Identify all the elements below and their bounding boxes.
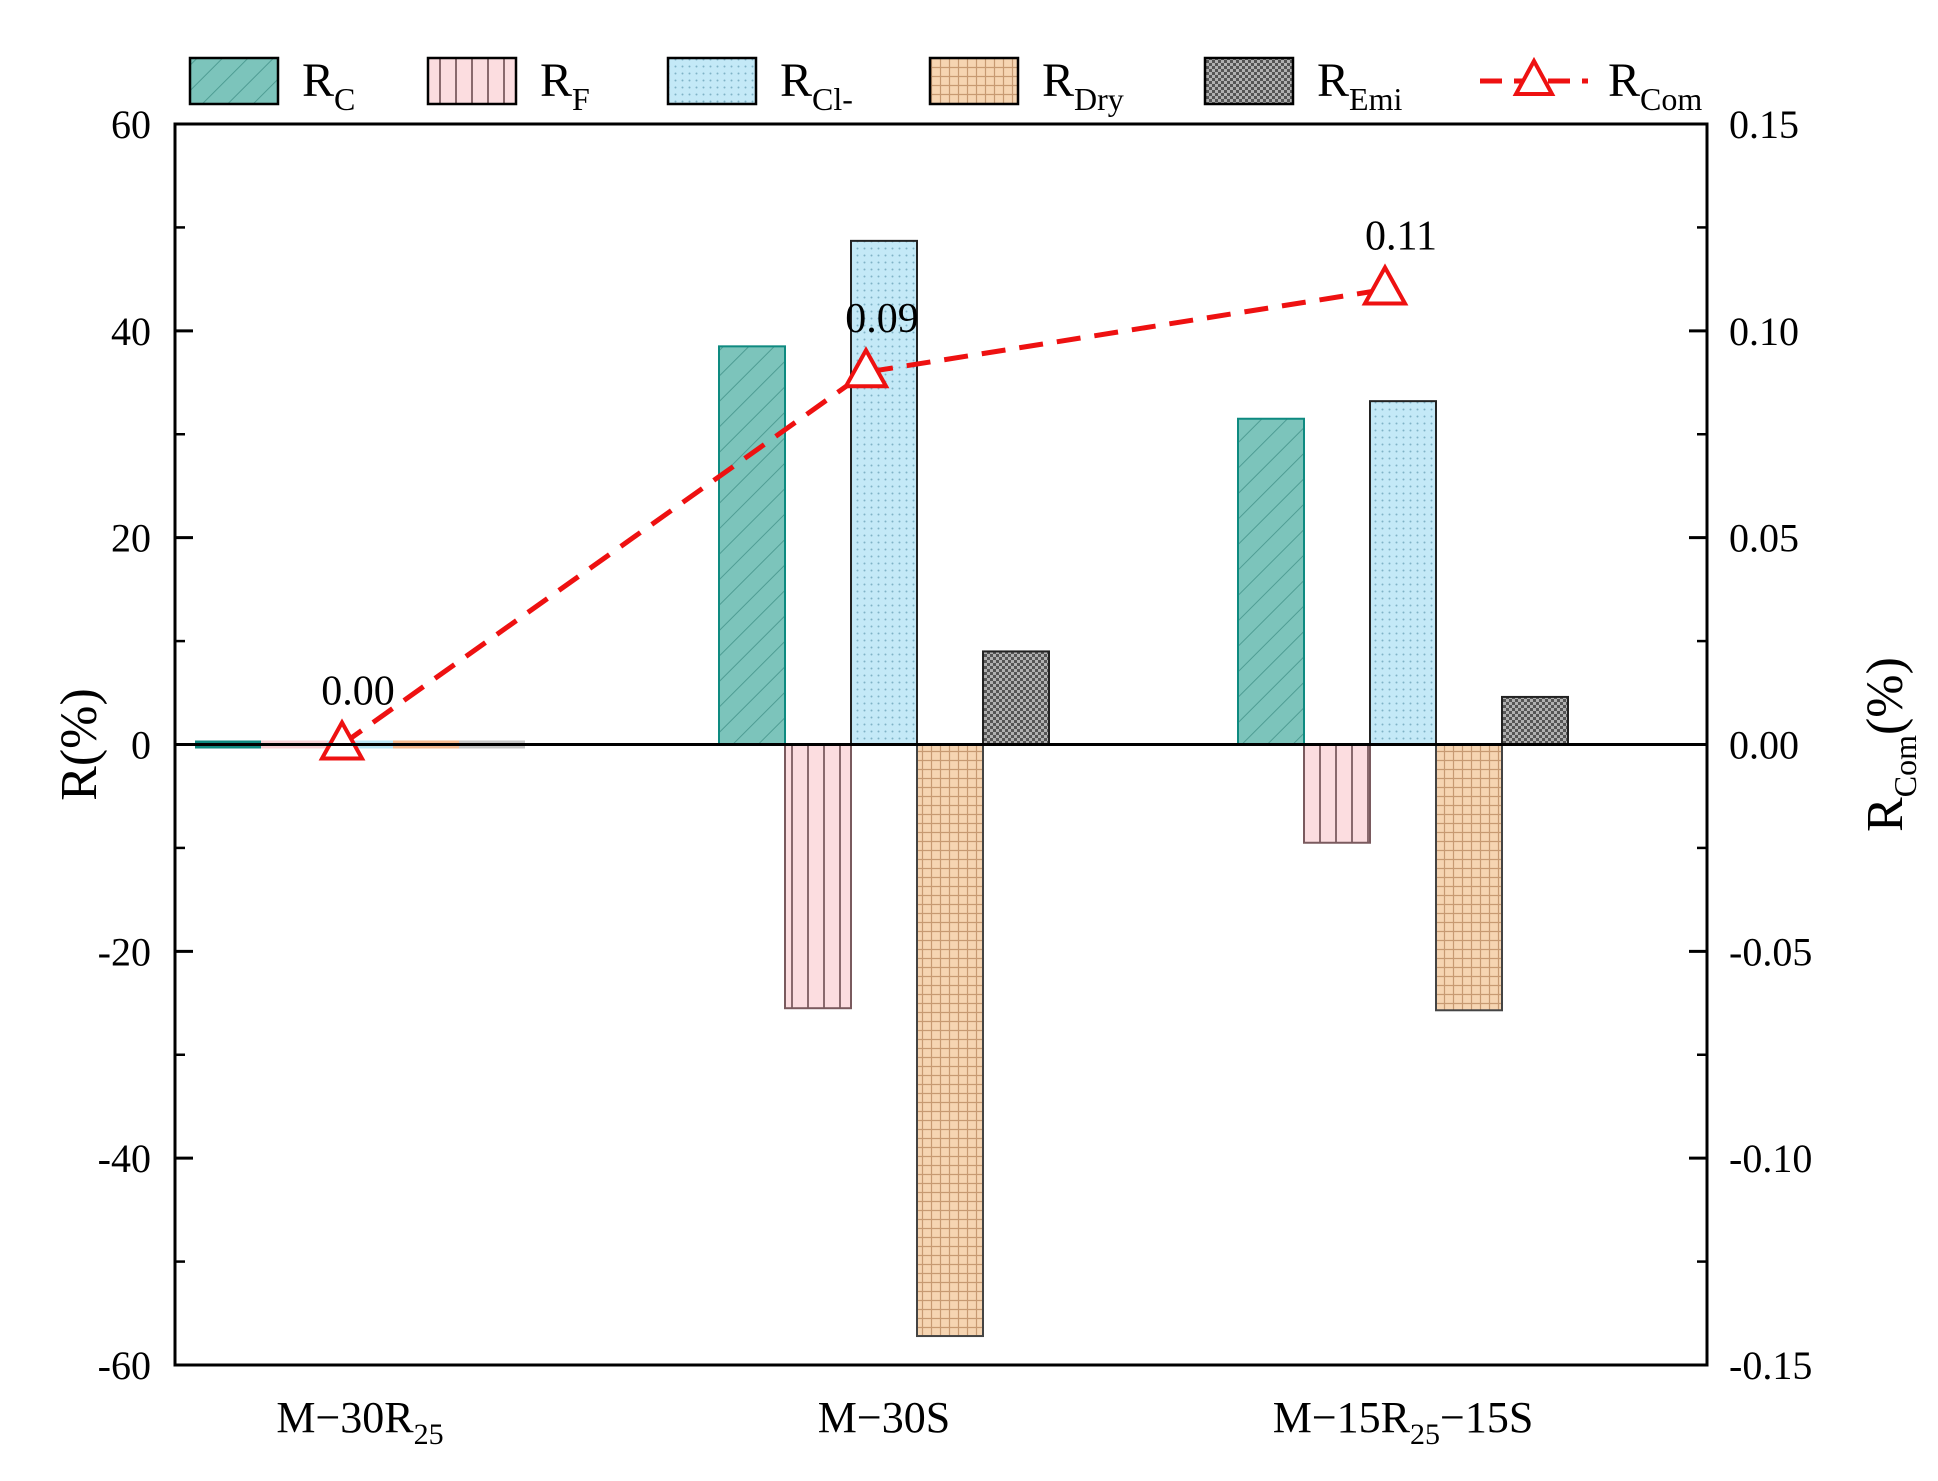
x-category-label: M−15R25−15S	[1273, 1393, 1534, 1451]
legend-swatch	[1203, 56, 1295, 106]
x-category-label: M−30R25	[276, 1393, 443, 1451]
legend-swatch	[188, 56, 280, 106]
rcom-point	[318, 718, 366, 761]
y-left-tick-label: -60	[98, 1343, 151, 1388]
y-right-tick-label: 0.15	[1729, 102, 1799, 147]
bar-c-3	[1237, 417, 1305, 746]
y-left-tick-label: -20	[98, 929, 151, 974]
bar-dry-3	[1435, 743, 1503, 1012]
legend-swatch	[928, 56, 1020, 106]
bar-emi-3	[1501, 695, 1569, 746]
bar-emi-2	[982, 650, 1050, 746]
y-left-tick-label: 40	[111, 309, 151, 354]
y-left-tick-label: 0	[131, 723, 151, 768]
axis-labels: R(%) RCom(%) M−30R25 M−30S M−15R25−15S	[51, 657, 1923, 1451]
bars	[718, 239, 1569, 1338]
legend-label: RCom	[1608, 54, 1702, 117]
rcom-point	[842, 346, 890, 389]
y-right-tick-label: 0.00	[1729, 723, 1799, 768]
legend-label: RDry	[1042, 54, 1124, 117]
bar-c-2	[718, 345, 786, 746]
bar-f-2	[784, 743, 852, 1010]
legend-label: RC	[302, 54, 355, 117]
rcom-data-label: 0.11	[1365, 213, 1437, 259]
y-left-tick-label: -40	[98, 1136, 151, 1181]
legend-triangle-icon	[1512, 56, 1556, 96]
rcom-point	[1361, 263, 1409, 306]
y-left-tick-label: 60	[111, 102, 151, 147]
y-left-axis-title: R(%)	[51, 688, 108, 801]
legend-label: REmi	[1317, 54, 1402, 117]
y-right-tick-label: -0.10	[1729, 1136, 1812, 1181]
rcom-data-label: 0.09	[845, 296, 919, 342]
axes: -60 -40 -20 0 20 40 60 -0.15 -0.10 -0.05 0.00 0.05 0…	[98, 102, 1813, 1388]
rcom-line-series: 0.00 0.09 0.11	[318, 213, 1437, 761]
y-right-tick-label: 0.05	[1729, 516, 1799, 561]
legend-swatch	[426, 56, 518, 106]
rcom-data-label: 0.00	[321, 669, 395, 715]
y-right-tick-label: -0.15	[1729, 1343, 1812, 1388]
bar-cl-3	[1369, 400, 1437, 746]
legend-swatch	[666, 56, 758, 106]
bar-f-3	[1303, 743, 1371, 844]
legend-label: RCl-	[780, 54, 853, 117]
x-category-label: M−30S	[818, 1393, 950, 1442]
y-right-tick-label: -0.05	[1729, 929, 1812, 974]
y-left-tick-label: 20	[111, 516, 151, 561]
y-right-axis-title: RCom(%)	[1857, 657, 1923, 832]
bar-dry-2	[916, 743, 984, 1338]
rcom-line	[340, 286, 1386, 747]
legend-label: RF	[540, 54, 590, 117]
legend: RC RF RCl- RDry REmi RCom	[188, 54, 1702, 117]
y-right-tick-label: 0.10	[1729, 309, 1799, 354]
